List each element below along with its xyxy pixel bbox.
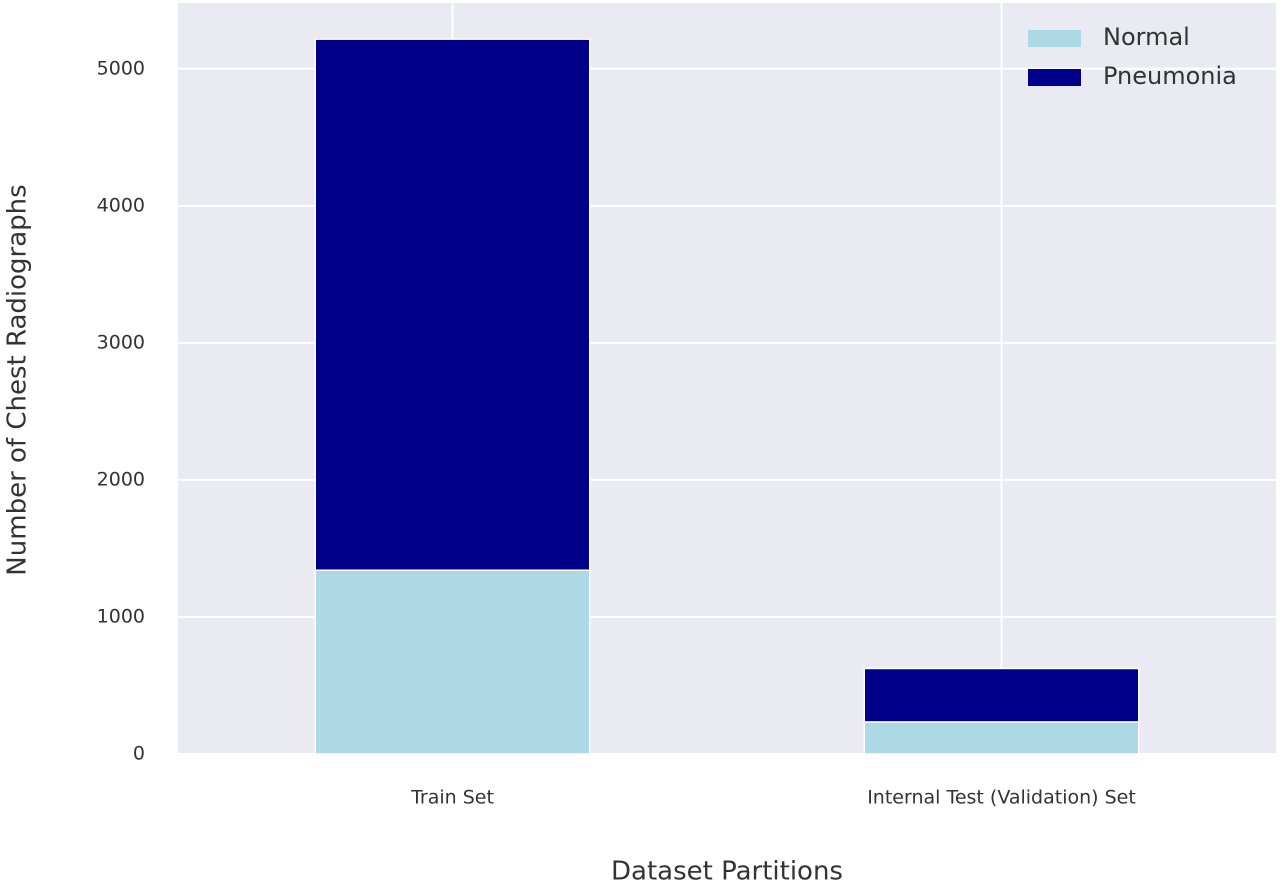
legend-swatch [1028,69,1081,86]
bar-segment [863,667,1140,723]
y-tick-label: 1000 [97,605,145,627]
legend-label: Pneumonia [1103,62,1237,90]
bar-segment [314,569,591,755]
bar-segment [863,721,1140,755]
bar-segment [314,38,591,571]
y-tick-label: 2000 [97,468,145,490]
legend-label: Normal [1103,23,1190,51]
y-tick-label: 4000 [97,194,145,216]
y-tick-label: 3000 [97,331,145,353]
legend-swatch [1028,30,1081,47]
x-tick-label: Train Set [410,787,494,809]
y-tick-label: 0 [133,743,145,765]
y-axis-label: Number of Chest Radiographs [3,184,33,575]
x-tick-label: Internal Test (Validation) Set [867,787,1136,809]
y-tick-label: 5000 [97,57,145,79]
x-axis-label: Dataset Partitions [611,857,843,886]
bars [314,38,1140,755]
